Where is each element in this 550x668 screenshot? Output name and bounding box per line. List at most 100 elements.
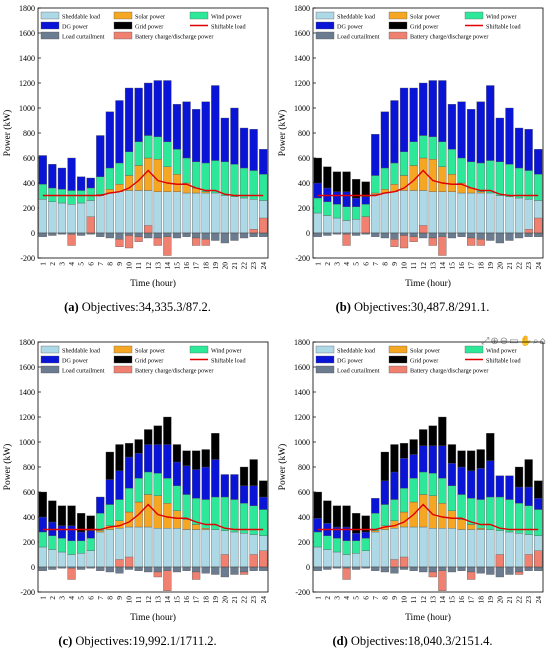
zoom-in-icon[interactable]: ⊕	[490, 336, 500, 347]
y-tick-label: 0	[306, 563, 310, 572]
bar-sheddable	[201, 529, 210, 568]
bar-dg	[115, 100, 124, 164]
bar-dg	[144, 82, 153, 136]
bar-wind	[438, 478, 447, 504]
bar-wind	[457, 494, 466, 520]
bar-solar	[201, 528, 210, 530]
legend-swatch-curtail	[40, 31, 60, 40]
bar-dg	[182, 101, 191, 159]
bar-curtail	[313, 232, 322, 237]
bar-sheddable	[447, 528, 457, 568]
bar-curtail	[313, 566, 322, 571]
bar-battery	[249, 229, 258, 234]
bar-wind	[67, 540, 76, 555]
x-tick-label: 15	[173, 262, 182, 270]
bar-grid	[361, 515, 370, 533]
bar-sheddable	[144, 526, 153, 568]
bar-dg	[514, 486, 524, 504]
home-icon[interactable]: ⌂	[539, 336, 547, 347]
x-tick-label: 8	[105, 596, 114, 600]
bar-dg	[77, 531, 86, 541]
bar-battery	[399, 556, 409, 568]
bar-curtail	[192, 232, 201, 239]
bar-wind	[476, 162, 485, 192]
bar-wind	[239, 503, 249, 534]
y-tick-label: -200	[20, 254, 35, 263]
y-axis-label: Power (kW)	[277, 110, 288, 157]
zoom-out-icon[interactable]: ⊖	[499, 336, 510, 347]
bar-wind	[77, 540, 86, 554]
bar-wind	[211, 160, 220, 194]
x-tick-label: 4	[67, 596, 76, 600]
hand-icon[interactable]: ✋	[519, 336, 534, 347]
bar-sheddable	[352, 219, 361, 234]
search-icon[interactable]: ⌕	[533, 336, 540, 347]
bar-sheddable	[96, 531, 105, 568]
bar-dg	[67, 525, 76, 541]
reset-icon[interactable]: ▭	[509, 336, 520, 347]
chart-panel-d: ⤢⊕⊖▭✋⌕⌂ -200 0 200 400 600 800 1000 1200 1400 160…	[275, 334, 550, 668]
bar-sheddable	[192, 192, 201, 234]
bar-grid	[332, 171, 342, 192]
bar-dg	[201, 466, 210, 500]
bar-dg	[134, 87, 143, 142]
bar-grid	[124, 443, 134, 458]
bar-dg	[361, 531, 370, 539]
bar-curtail	[380, 566, 389, 573]
legend-label-dg: DG power	[337, 358, 363, 365]
bar-battery	[534, 217, 543, 234]
bar-dg	[447, 463, 457, 486]
bar-battery	[342, 568, 351, 580]
chart-toolbar[interactable]: ⤢⊕⊖▭✋⌕⌂	[481, 336, 547, 347]
bar-curtail	[38, 566, 47, 571]
chart-panel-b: -200 0 200 400 600 800 1000 1200 1400 1600 1800 1 2 3…	[275, 0, 550, 334]
bar-curtail	[514, 566, 524, 573]
y-tick-label: 1600	[294, 29, 310, 38]
y-tick-label: 1600	[19, 363, 35, 372]
move-icon[interactable]: ⤢	[481, 336, 491, 347]
bar-wind	[259, 174, 268, 201]
legend-swatch-grid	[388, 21, 408, 30]
x-axis-label: Time (hour)	[130, 612, 176, 623]
x-tick-label: 12	[144, 596, 153, 604]
bar-grid	[419, 429, 428, 446]
bar-sheddable	[380, 529, 389, 568]
bar-wind	[361, 538, 370, 551]
bar-dg	[153, 80, 162, 137]
bar-wind	[486, 160, 495, 194]
bar-curtail	[371, 566, 380, 571]
bar-dg	[467, 109, 476, 162]
x-tick-label: 6	[86, 596, 95, 600]
bar-dg	[67, 157, 76, 191]
bar-wind	[332, 204, 342, 219]
bar-sheddable	[201, 192, 210, 234]
bar-wind	[220, 496, 229, 531]
bar-dg	[96, 135, 105, 177]
caption-a: (a) Objectives:34,335.3/87.2.	[0, 300, 275, 315]
legend-label-shiftable: Shiftable load	[486, 24, 521, 31]
bar-curtail	[144, 232, 153, 239]
legend-swatch-solar	[113, 11, 133, 20]
y-tick-label: 600	[298, 154, 310, 163]
x-tick-label: 12	[419, 596, 428, 604]
y-tick-label: 0	[306, 229, 310, 238]
x-tick-label: 19	[211, 596, 220, 604]
bar-battery	[259, 550, 268, 568]
bar-wind	[313, 197, 322, 214]
bar-sheddable	[457, 192, 466, 234]
bar-wind	[428, 473, 437, 496]
bar-wind	[239, 167, 249, 199]
bar-dg	[153, 444, 162, 474]
x-tick-label: 1	[38, 262, 47, 266]
bar-grid	[313, 491, 322, 519]
bar-wind	[495, 496, 504, 531]
bar-curtail	[457, 566, 466, 571]
x-tick-label: 16	[457, 262, 466, 270]
bar-sheddable	[239, 197, 249, 234]
y-tick-label: 1800	[19, 4, 35, 13]
x-tick-label: 21	[505, 262, 514, 270]
bar-wind	[134, 478, 143, 503]
bar-wind	[172, 149, 182, 175]
y-tick-label: 1000	[294, 438, 310, 447]
